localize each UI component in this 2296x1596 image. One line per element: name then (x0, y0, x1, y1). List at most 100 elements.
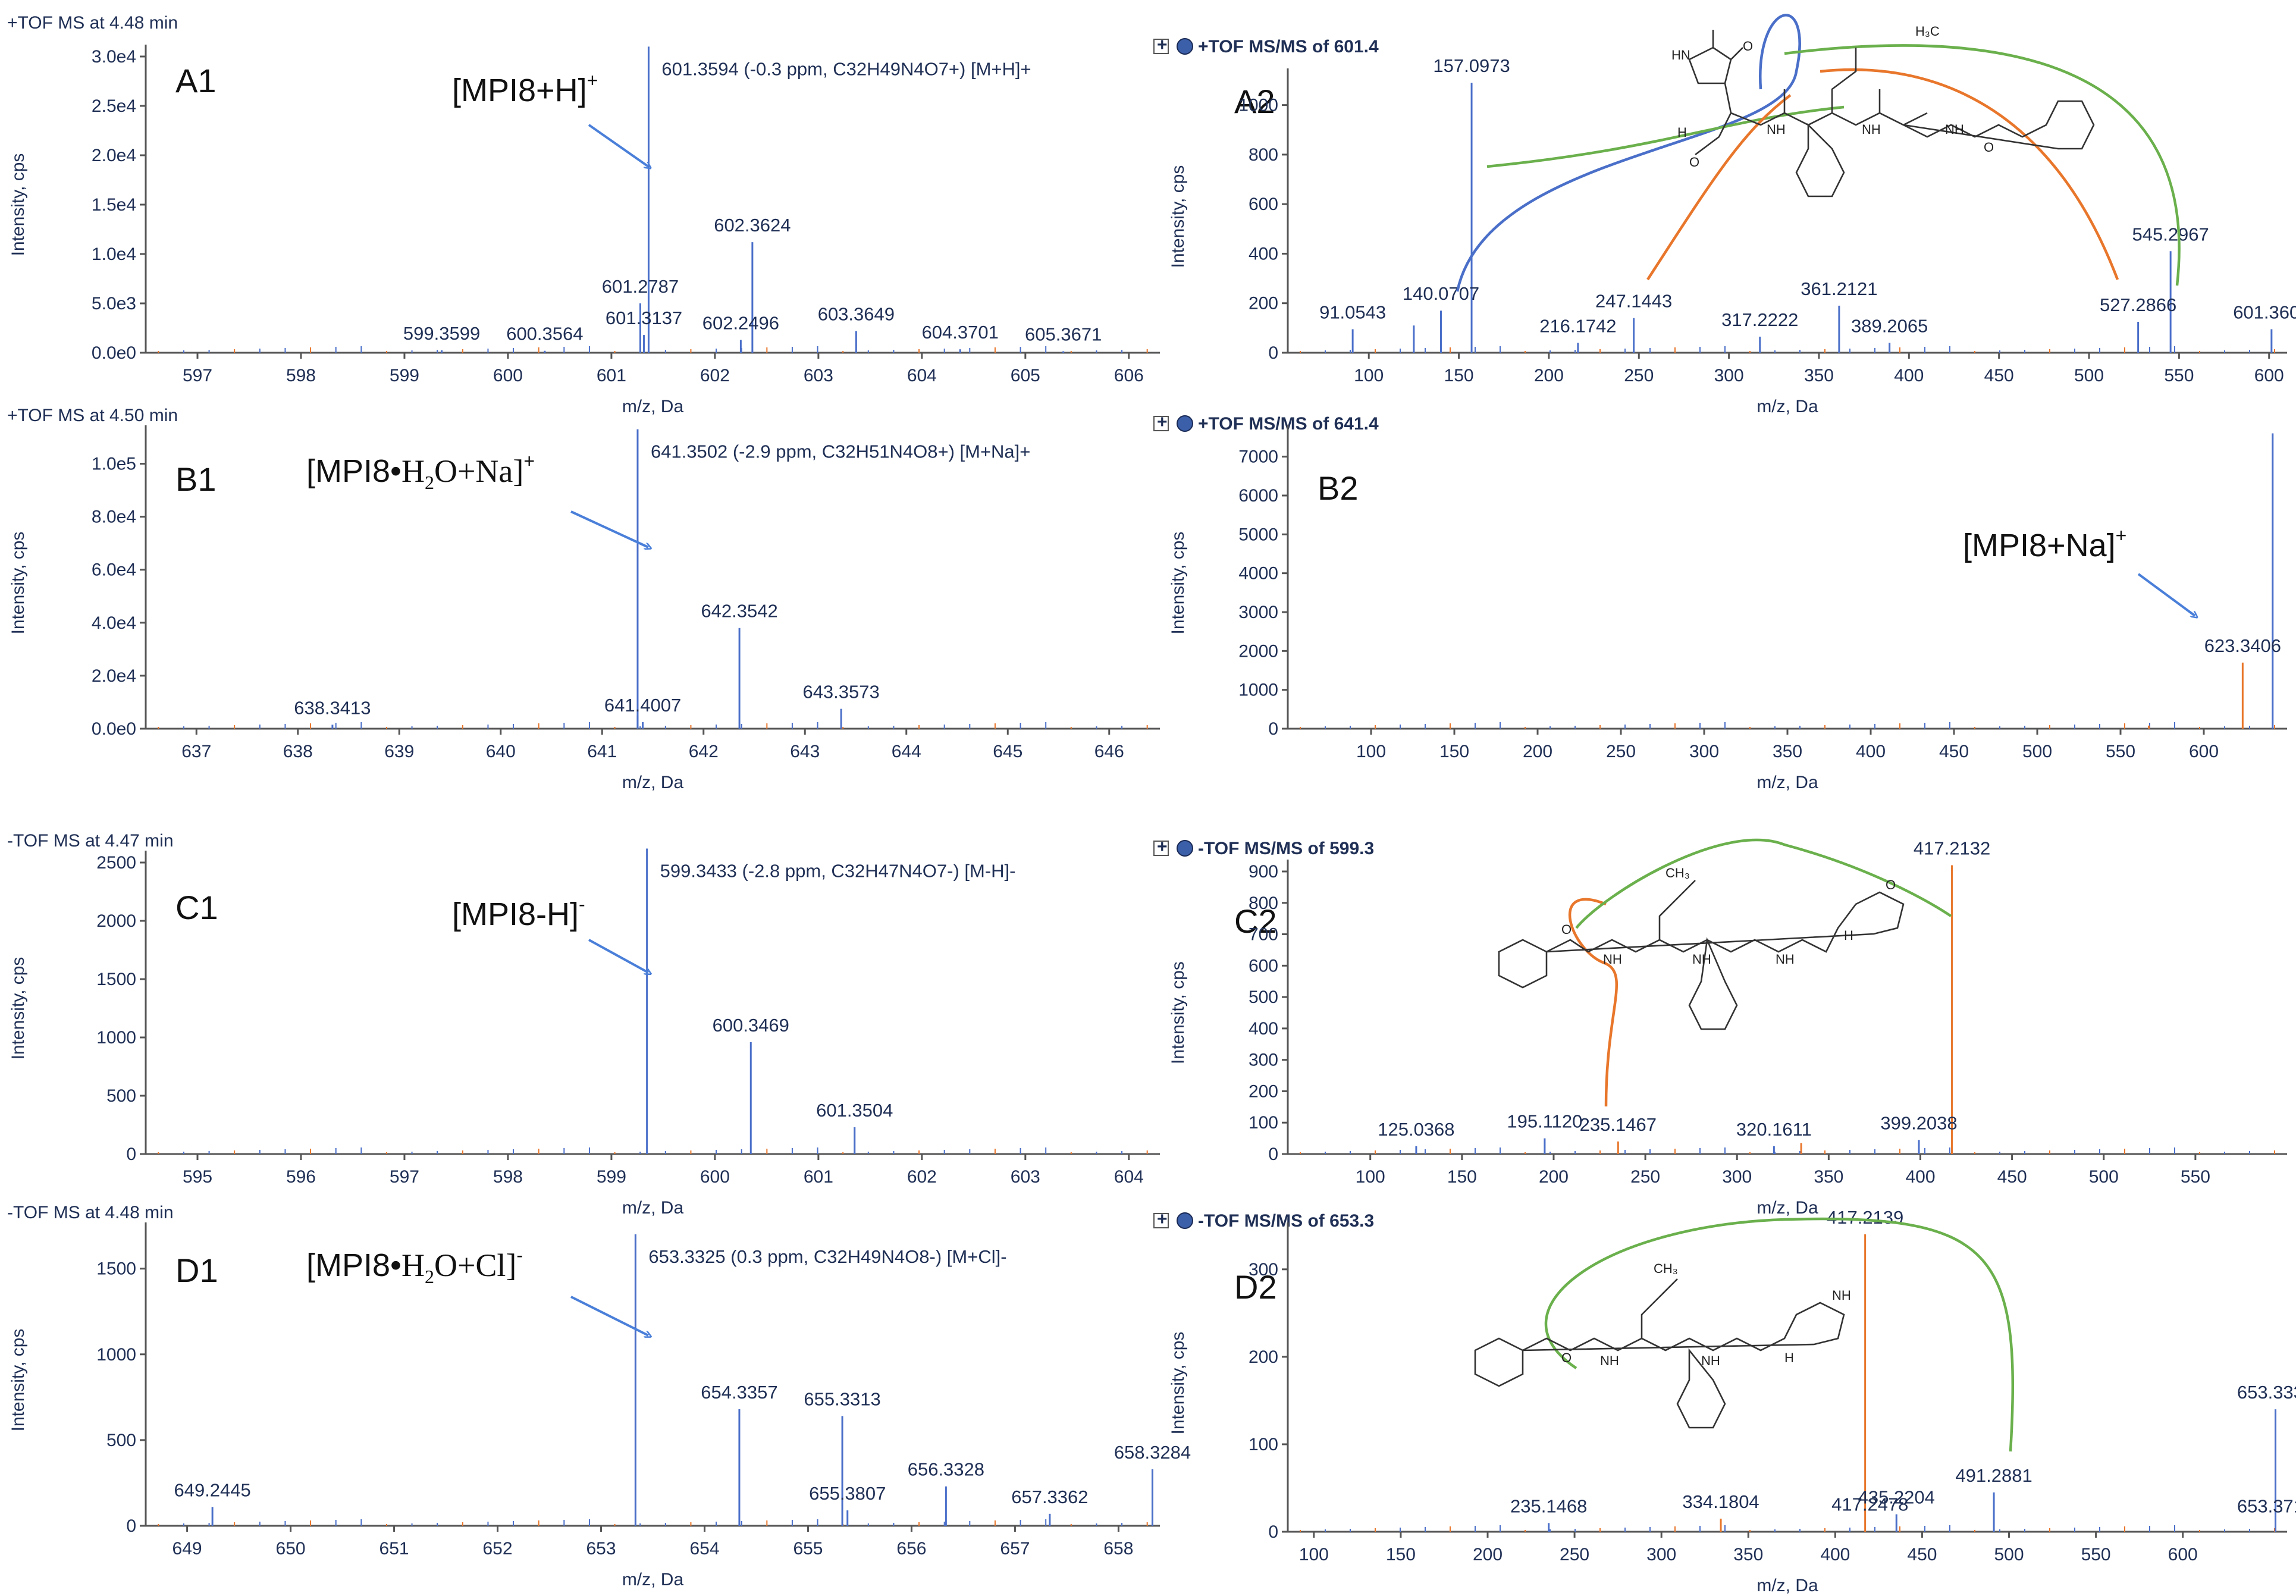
x-tick-label: 450 (1984, 366, 2014, 385)
peak-label: 600.3469 (713, 1015, 789, 1036)
svg-text:HN: HN (1671, 48, 1690, 62)
y-tick-label: 2000 (96, 911, 136, 931)
ion-arrow (570, 1296, 648, 1335)
y-tick-label: 1000 (1238, 96, 1278, 115)
y-tick-label: 0 (1268, 343, 1278, 363)
y-tick-label: 8.0e4 (92, 507, 136, 527)
x-axis-title: m/z, Da (1756, 773, 1818, 792)
y-axis-title: Intensity, cps (1168, 532, 1188, 635)
y-tick-label: 0 (126, 1516, 136, 1536)
x-tick-label: 595 (183, 1167, 212, 1187)
y-tick-label: 2.5e4 (92, 96, 136, 116)
chart-header: +TOF MS/MS of 601.4 (1198, 37, 1379, 57)
peak-label: 599.3433 (-2.8 ppm, C32H47N4O7-) [M-H]- (660, 860, 1016, 881)
svg-text:NH: NH (1832, 1288, 1851, 1303)
fragment-arrow (1456, 14, 1801, 292)
svg-text:NH: NH (1692, 952, 1711, 967)
plus-icon: + (1157, 412, 1168, 432)
chemical-structures: HN O H O NH NH NH H₃C O O NH NH NH H O C… (1474, 24, 2095, 1429)
fragment-arrows (1456, 14, 2181, 1452)
y-tick-label: 2.0e4 (92, 666, 136, 686)
y-tick-label: 800 (1249, 145, 1278, 165)
peak-label: 655.3313 (804, 1389, 880, 1410)
x-axis-title: m/z, Da (622, 1570, 684, 1589)
x-tick-label: 601 (804, 1167, 833, 1187)
structure-a2: HN O H O NH NH NH H₃C O (1671, 24, 2095, 197)
y-tick-label: 1500 (96, 970, 136, 989)
y-tick-label: 1000 (96, 1028, 136, 1048)
y-tick-label: 2500 (96, 853, 136, 873)
x-tick-label: 300 (1714, 366, 1744, 385)
svg-text:H: H (1677, 125, 1687, 140)
x-tick-label: 100 (1356, 1167, 1385, 1187)
plus-box-icon[interactable] (1153, 841, 1169, 856)
x-tick-label: 100 (1354, 366, 1384, 385)
x-tick-label: 602 (907, 1167, 937, 1187)
x-tick-label: 350 (1773, 742, 1802, 761)
x-tick-label: 550 (2106, 742, 2135, 761)
x-axis-title: m/z, Da (622, 1198, 684, 1218)
peak-label: 195.1120 (1507, 1111, 1582, 1132)
ion-arrow (2137, 573, 2195, 616)
panel-label: D1 (175, 1252, 218, 1289)
x-tick-label: 639 (384, 742, 414, 761)
y-tick-label: 2.0e4 (92, 146, 136, 165)
chart-panel-c2: + -TOF MS/MS of 599.3 C2 100 150 200 250 300 350… (1153, 837, 2287, 1218)
y-axis-title: Intensity, cps (8, 957, 28, 1060)
chart-panel-b1: +TOF MS at 4.50 min B1 637 638 639 640 641 642 6… (7, 406, 1160, 792)
panel-label: A1 (175, 62, 217, 99)
x-tick-label: 604 (1114, 1167, 1144, 1187)
chart-header: -TOF MS/MS of 653.3 (1198, 1211, 1374, 1231)
x-tick-label: 250 (1560, 1545, 1589, 1564)
plus-icon: + (1157, 1209, 1168, 1229)
y-tick-label: 400 (1249, 1019, 1278, 1039)
y-tick-label: 1.0e4 (92, 244, 136, 264)
x-tick-label: 400 (1905, 1167, 1935, 1187)
peak-label: 654.3357 (701, 1382, 777, 1403)
x-tick-label: 603 (1011, 1167, 1040, 1187)
panel-label: B1 (175, 460, 217, 498)
x-tick-label: 200 (1523, 742, 1552, 761)
plus-box-icon[interactable] (1153, 416, 1169, 431)
plus-box-icon[interactable] (1153, 1213, 1169, 1228)
x-tick-label: 500 (2074, 366, 2104, 385)
x-tick-label: 150 (1386, 1545, 1416, 1564)
peak-label: 657.3362 (1011, 1487, 1088, 1507)
svg-text:O: O (1886, 877, 1896, 892)
x-tick-label: 600 (2254, 366, 2284, 385)
fragment-arrow (1784, 44, 2181, 286)
x-tick-label: 604 (907, 366, 937, 385)
chart-header: +TOF MS at 4.48 min (7, 13, 178, 33)
peak-label: 601.3137 (606, 308, 682, 328)
peak-label: 601.3594 (-0.3 ppm, C32H49N4O7+) [M+H]+ (661, 58, 1031, 79)
peak-label: 656.3328 (908, 1459, 984, 1480)
y-axis-title: Intensity, cps (8, 1329, 28, 1432)
chart-header: -TOF MS at 4.48 min (7, 1203, 174, 1222)
panel-label: C2 (1234, 902, 1277, 940)
x-tick-label: 651 (379, 1539, 409, 1559)
x-tick-label: 641 (587, 742, 617, 761)
peak-label: 417.2478 (1831, 1494, 1908, 1515)
chart-panel-c1: -TOF MS at 4.47 min C1 595 596 597 598 599 600 6… (7, 831, 1160, 1218)
plus-box-icon[interactable] (1153, 39, 1169, 54)
x-tick-label: 606 (1114, 366, 1144, 385)
peak-label: 389.2065 (1851, 315, 1928, 336)
fragment-arrow (1575, 838, 1952, 929)
y-tick-label: 400 (1249, 244, 1278, 264)
peak-label: 655.3807 (809, 1483, 886, 1504)
svg-text:NH: NH (1701, 1353, 1720, 1368)
y-tick-label: 0 (1268, 719, 1278, 739)
peak-label: 649.2445 (174, 1479, 250, 1500)
svg-text:NH: NH (1767, 122, 1786, 137)
peak-label: 334.1804 (1682, 1491, 1759, 1512)
peak-label: 140.0707 (1403, 283, 1479, 304)
x-tick-label: 599 (390, 366, 419, 385)
y-tick-label: 4.0e4 (92, 613, 136, 633)
peak-label: 247.1443 (1595, 291, 1672, 312)
svg-text:NH: NH (1603, 952, 1622, 967)
plus-icon: + (1157, 837, 1168, 857)
plus-icon: + (1157, 35, 1168, 55)
y-tick-label: 500 (106, 1086, 136, 1106)
x-tick-label: 350 (1814, 1167, 1843, 1187)
y-tick-label: 700 (1249, 925, 1278, 945)
